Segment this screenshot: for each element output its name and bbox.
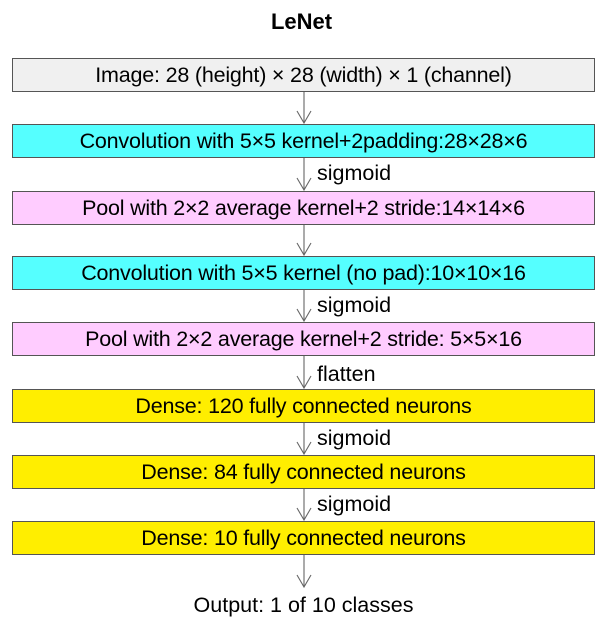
layer-box-dense-120: Dense: 120 fully connected neurons [12,389,595,423]
arrow-down-icon [296,92,312,124]
layer-box-pool1: Pool with 2×2 average kernel+2 stride:14… [12,191,595,225]
layer-box-conv2: Convolution with 5×5 kernel (no pad):10×… [12,256,595,290]
edge-label-activation: sigmoid [317,492,392,516]
arrow-down-icon [296,290,312,322]
layer-label: Dense: 120 fully connected neurons [135,393,472,418]
layer-label: Convolution with 5×5 kernel (no pad):10×… [81,260,526,285]
arrow-down-icon [296,225,312,256]
layer-label: Image: 28 (height) × 28 (width) × 1 (cha… [95,62,512,87]
layer-box-dense-84: Dense: 84 fully connected neurons [12,455,595,489]
arrow-down-icon [296,555,312,588]
edge-label-activation: sigmoid [317,426,392,450]
layer-box-dense-10: Dense: 10 fully connected neurons [12,521,595,555]
layer-label: Dense: 84 fully connected neurons [141,459,466,484]
edge-label-flatten: flatten [317,362,376,386]
diagram-title: LeNet [270,9,333,34]
layer-label: Pool with 2×2 average kernel+2 stride:14… [82,195,525,220]
edge-label-activation: sigmoid [317,161,392,185]
arrow-down-icon [296,356,312,389]
output-label: Output: 1 of 10 classes [193,593,414,617]
arrow-down-icon [296,489,312,521]
layer-label: Convolution with 5×5 kernel+2padding:28×… [79,128,528,153]
layer-label: Dense: 10 fully connected neurons [141,525,466,550]
layer-box-pool2: Pool with 2×2 average kernel+2 stride: 5… [12,322,595,356]
layer-label: Pool with 2×2 average kernel+2 stride: 5… [85,326,522,351]
arrow-down-icon [296,158,312,191]
layer-box-conv1: Convolution with 5×5 kernel+2padding:28×… [12,124,595,158]
layer-box-input-image: Image: 28 (height) × 28 (width) × 1 (cha… [12,58,595,92]
edge-label-activation: sigmoid [317,293,392,317]
arrow-down-icon [296,423,312,455]
